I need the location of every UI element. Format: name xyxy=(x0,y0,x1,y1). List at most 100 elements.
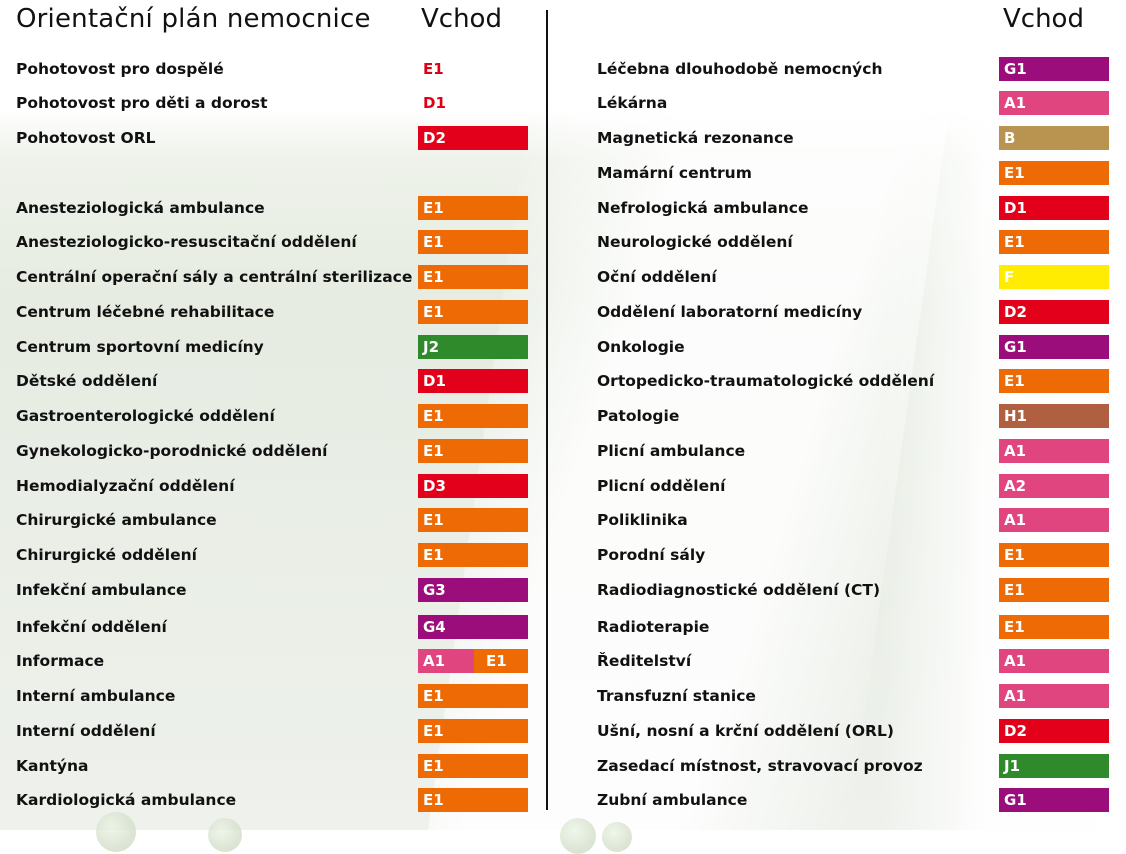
entrance-code: D1 xyxy=(423,94,446,112)
department-name: Transfuzní stanice xyxy=(597,687,756,705)
entrance-code: E1 xyxy=(423,511,444,529)
entrance-badge: G1 xyxy=(999,57,1109,81)
entrance-code: E1 xyxy=(423,546,444,564)
entrance-code: E1 xyxy=(423,757,444,775)
department-name: Interní ambulance xyxy=(16,687,176,705)
entrance-badge: J2 xyxy=(418,335,528,359)
entrance-badge: E1 xyxy=(418,719,528,743)
entrance-code: E1 xyxy=(423,268,444,286)
entrance-badge: G3 xyxy=(418,578,528,602)
department-name: Gynekologicko-porodnické oddělení xyxy=(16,442,328,460)
entrance-badge: G1 xyxy=(999,335,1109,359)
entrance-badge: D1 xyxy=(418,369,528,393)
entrance-code: G1 xyxy=(1004,60,1027,78)
entrance-badge: E1 xyxy=(999,543,1109,567)
entrance-code: E1 xyxy=(423,791,444,809)
department-name: Plicní ambulance xyxy=(597,442,746,460)
entrance-code: G1 xyxy=(1004,791,1027,809)
department-name: Ředitelství xyxy=(597,652,692,670)
department-name: Patologie xyxy=(597,407,680,425)
entrance-code: E1 xyxy=(1004,233,1025,251)
entrance-code: E1 xyxy=(1004,581,1025,599)
department-name: Infekční oddělení xyxy=(16,618,167,636)
department-name: Oddělení laboratorní medicíny xyxy=(597,303,863,321)
department-name: Porodní sály xyxy=(597,546,706,564)
entrance-badge: E1 xyxy=(418,230,528,254)
entrance-badge: D2 xyxy=(418,126,528,150)
entrance-code: F xyxy=(1004,268,1015,286)
department-name: Oční oddělení xyxy=(597,268,717,286)
decorative-bubble xyxy=(560,818,596,854)
entrance-code: E1 xyxy=(474,649,528,673)
entrance-code: A1 xyxy=(1004,511,1027,529)
department-name: Poliklinika xyxy=(597,511,688,529)
entrance-badge: G4 xyxy=(418,615,528,639)
decorative-bubble xyxy=(96,812,136,852)
entrance-badge: D3 xyxy=(418,474,528,498)
entrance-badge: D2 xyxy=(999,719,1109,743)
entrance-badge: H1 xyxy=(999,404,1109,428)
entrance-header-right: Vchod xyxy=(1003,4,1084,34)
entrance-badge: G1 xyxy=(999,788,1109,812)
entrance-badge: E1 xyxy=(999,161,1109,185)
entrance-code: G3 xyxy=(423,581,446,599)
entrance-code: A1 xyxy=(1004,94,1027,112)
entrance-code: E1 xyxy=(1004,372,1025,390)
entrance-badge: E1 xyxy=(999,230,1109,254)
entrance-badge: E1 xyxy=(999,578,1109,602)
department-name: Dětské oddělení xyxy=(16,372,158,390)
department-name: Pohotovost ORL xyxy=(16,129,156,147)
entrance-code: A1 xyxy=(1004,687,1027,705)
entrance-badge: F xyxy=(999,265,1109,289)
entrance-badge: E1 xyxy=(418,543,528,567)
entrance-badge: E1 xyxy=(418,300,528,324)
entrance-badge: E1 xyxy=(418,788,528,812)
entrance-badge: E1 xyxy=(418,508,528,532)
department-name: Kantýna xyxy=(16,757,89,775)
department-name: Pohotovost pro děti a dorost xyxy=(16,94,268,112)
department-name: Pohotovost pro dospělé xyxy=(16,60,224,78)
entrance-badge: A1 E1 xyxy=(418,649,528,673)
department-name: Magnetická rezonance xyxy=(597,129,794,147)
department-name: Hemodialyzační oddělení xyxy=(16,477,235,495)
department-name: Zasedací místnost, stravovací provoz xyxy=(597,757,923,775)
entrance-code: A1 xyxy=(1004,442,1027,460)
entrance-code: G4 xyxy=(423,618,446,636)
entrance-badge: E1 xyxy=(418,57,528,81)
entrance-header-left: Vchod xyxy=(421,4,502,34)
entrance-code: G1 xyxy=(1004,338,1027,356)
department-name: Plicní oddělení xyxy=(597,477,726,495)
department-name: Nefrologická ambulance xyxy=(597,199,809,217)
entrance-badge: E1 xyxy=(999,615,1109,639)
entrance-badge: D1 xyxy=(999,196,1109,220)
entrance-badge: E1 xyxy=(418,196,528,220)
department-name: Léčebna dlouhodobě nemocných xyxy=(597,60,883,78)
entrance-code: D3 xyxy=(423,477,446,495)
entrance-code: E1 xyxy=(423,407,444,425)
department-name: Radioterapie xyxy=(597,618,710,636)
entrance-code: E1 xyxy=(423,303,444,321)
department-name: Mamární centrum xyxy=(597,164,752,182)
entrance-code: A1 xyxy=(418,649,474,673)
department-name: Ušní, nosní a krční oddělení (ORL) xyxy=(597,722,894,740)
department-name: Anesteziologická ambulance xyxy=(16,199,265,217)
entrance-badge: A2 xyxy=(999,474,1109,498)
entrance-code: E1 xyxy=(423,722,444,740)
entrance-code: A1 xyxy=(1004,652,1027,670)
entrance-badge: D1 xyxy=(418,91,528,115)
entrance-badge: A1 xyxy=(999,508,1109,532)
entrance-badge: E1 xyxy=(418,684,528,708)
entrance-badge: A1 xyxy=(999,91,1109,115)
entrance-code: B xyxy=(1004,129,1016,147)
decorative-bubble xyxy=(602,822,632,852)
department-name: Chirurgické ambulance xyxy=(16,511,217,529)
department-name: Informace xyxy=(16,652,105,670)
entrance-code: E1 xyxy=(1004,164,1025,182)
entrance-code: J1 xyxy=(1004,757,1021,775)
department-name: Kardiologická ambulance xyxy=(16,791,237,809)
department-name: Radiodiagnostické oddělení (CT) xyxy=(597,581,881,599)
department-name: Infekční ambulance xyxy=(16,581,187,599)
entrance-code: D1 xyxy=(1004,199,1027,217)
entrance-badge: A1 xyxy=(999,684,1109,708)
department-name: Centrum sportovní medicíny xyxy=(16,338,264,356)
